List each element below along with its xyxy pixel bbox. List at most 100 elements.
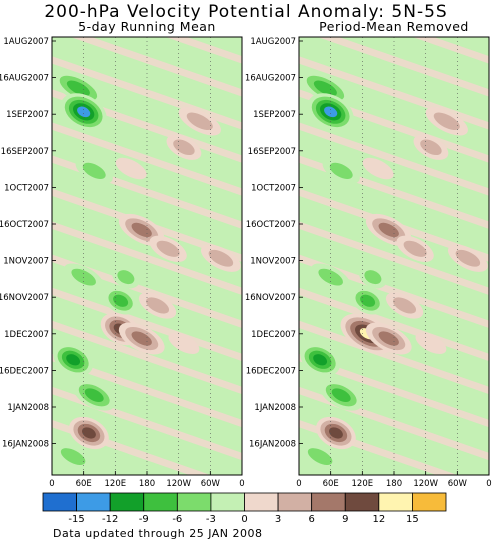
- colorbar-swatch: [378, 492, 413, 512]
- x-tick-label: 60E: [76, 479, 92, 489]
- x-tick-label: 0: [296, 479, 301, 489]
- anomaly-blob: [413, 134, 449, 160]
- contour-level: [66, 354, 81, 366]
- anomaly-blob: [350, 287, 385, 315]
- anomaly-blob: [299, 70, 352, 106]
- anomaly-blob: [60, 93, 107, 131]
- y-tick-label: 16NOV2007: [0, 293, 49, 303]
- colorbar-label: -15: [68, 514, 84, 525]
- anomaly-blob: [115, 157, 147, 180]
- contour-level: [313, 80, 337, 96]
- colorbar-swatch: [344, 492, 380, 512]
- x-tick-label: 120E: [352, 479, 374, 489]
- colorbar-label: -12: [102, 514, 118, 525]
- contour-level: [60, 448, 86, 465]
- colorbar-swatch: [176, 492, 212, 512]
- contour-level: [455, 249, 481, 267]
- x-tick-label: 60W: [201, 479, 221, 489]
- anomaly-blob: [52, 70, 105, 106]
- colorbar-label: -6: [172, 514, 182, 525]
- colorbar-label: -9: [139, 514, 149, 525]
- colorbar-swatch: [412, 492, 447, 512]
- anomaly-blob: [166, 134, 202, 160]
- panel-2: Period-Mean Removed 1AUG2007 16AUG2007 1SEP…: [245, 19, 492, 489]
- anomaly-blob: [72, 379, 116, 411]
- anomaly-blob: [415, 332, 447, 354]
- anomaly-blob: [138, 292, 177, 319]
- colorbar-label: -3: [206, 514, 216, 525]
- anomaly-blob: [300, 442, 341, 471]
- contour-level: [113, 294, 129, 307]
- x-tick-label: 0: [239, 479, 244, 489]
- anomaly-blob: [53, 442, 94, 471]
- anomaly-blob: [319, 379, 363, 411]
- y-tick-label: 16AUG2007: [0, 74, 49, 84]
- y-tick-label: 1NOV2007: [250, 257, 296, 267]
- anomaly-blob: [362, 157, 394, 180]
- anomaly-blob: [385, 292, 424, 319]
- anomaly-blob: [365, 322, 412, 355]
- anomaly-blob: [322, 157, 360, 185]
- x-tick-label: 120W: [413, 479, 438, 489]
- band-mark: [52, 287, 242, 361]
- field: [299, 37, 489, 475]
- anomaly-blob: [53, 343, 94, 376]
- contour-level: [420, 139, 442, 156]
- y-tick-label: 1JAN2008: [254, 403, 296, 413]
- y-tick-label: 1DEC2007: [251, 330, 296, 340]
- colorbar-swatch: [210, 492, 245, 512]
- band-mark: [412, 37, 489, 64]
- colorbar-swatch: [42, 492, 77, 512]
- anomaly-blob: [178, 107, 221, 136]
- x-tick-label: 60E: [323, 479, 339, 489]
- x-tick-label: 180: [386, 479, 402, 489]
- band-mark: [52, 56, 242, 130]
- contour-level: [329, 427, 343, 439]
- contour-level: [403, 240, 427, 257]
- y-tick-label: 16JAN2008: [2, 440, 49, 450]
- x-tick-label: 120E: [105, 479, 127, 489]
- colorbar-label: 0: [241, 514, 247, 525]
- anomaly-blob: [118, 322, 165, 355]
- band-mark: [52, 221, 242, 295]
- contour-level: [364, 270, 382, 285]
- contour-level: [82, 427, 96, 439]
- y-tick-label: 1SEP2007: [253, 110, 296, 120]
- contour-level: [324, 106, 338, 118]
- contour-level: [360, 294, 376, 307]
- contour-level: [84, 388, 104, 403]
- colorbar-swatch: [277, 492, 313, 512]
- contour-level: [146, 297, 170, 314]
- anomaly-blob: [396, 235, 434, 262]
- colorbar-swatch: [311, 492, 346, 512]
- anomaly-blob: [168, 332, 200, 354]
- panel-subtitle: Period-Mean Removed: [319, 19, 469, 34]
- anomaly-blob: [316, 416, 356, 450]
- y-tick-label: 16JAN2008: [249, 440, 296, 450]
- contour-level: [329, 162, 353, 179]
- y-tick-label: 16NOV2007: [245, 293, 296, 303]
- contour-level: [362, 157, 394, 180]
- contour-level: [77, 106, 91, 118]
- footnote: Data updated through 25 JAN 2008: [53, 527, 263, 540]
- colorbar-label: 12: [372, 514, 385, 525]
- anomaly-blob: [359, 265, 387, 289]
- contour-level: [378, 331, 399, 346]
- contour-level: [115, 157, 147, 180]
- anomaly-blob: [75, 157, 113, 185]
- panels: 5-day Running Mean 1AUG2007 16AUG2007 1SEP2…: [0, 19, 492, 489]
- anomaly-blob: [103, 287, 138, 315]
- anomaly-blob: [300, 343, 341, 376]
- y-tick-label: 16DEC2007: [0, 366, 49, 376]
- x-tick-label: 60W: [448, 479, 468, 489]
- contour-level: [307, 448, 333, 465]
- contour-level: [186, 112, 213, 131]
- contour-level: [156, 240, 180, 257]
- contour-level: [66, 80, 90, 96]
- y-tick-label: 1OCT2007: [4, 183, 49, 193]
- band-mark: [165, 37, 242, 64]
- anomaly-blob: [307, 93, 354, 131]
- band-mark: [299, 287, 489, 361]
- contour-level: [313, 354, 328, 366]
